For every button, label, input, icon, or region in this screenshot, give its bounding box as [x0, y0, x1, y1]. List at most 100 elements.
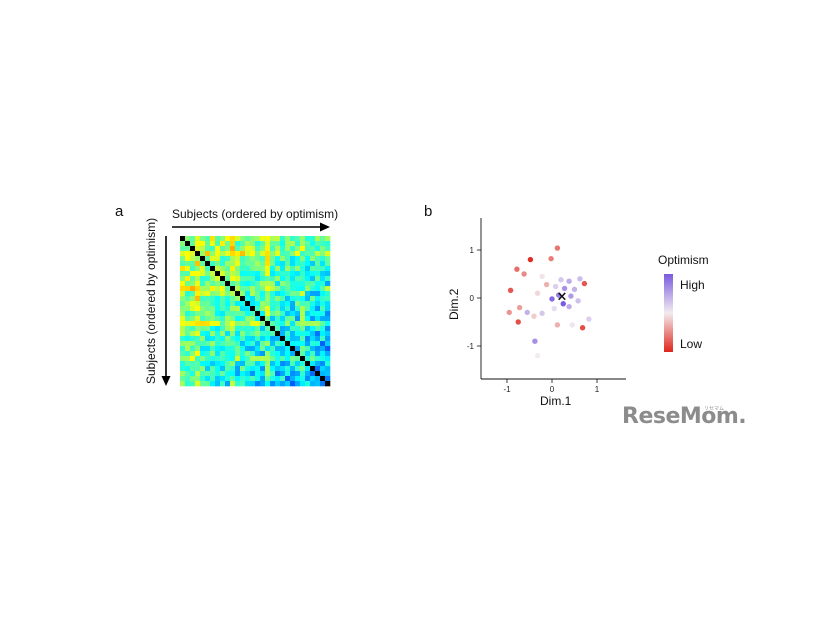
heatmap-cell — [260, 291, 266, 297]
heatmap-cell — [185, 251, 191, 257]
heatmap-cell — [295, 356, 301, 362]
heatmap-cell — [195, 316, 201, 322]
heatmap-cell — [280, 271, 286, 277]
heatmap-cell — [240, 326, 246, 332]
heatmap-cell — [260, 251, 266, 257]
heatmap-cell — [280, 291, 286, 297]
heatmap-cell — [295, 281, 301, 287]
heatmap-cell — [310, 301, 316, 307]
heatmap-cell — [195, 346, 201, 352]
scatter-point — [566, 278, 572, 284]
heatmap-cell — [220, 311, 226, 317]
scatter-point — [561, 285, 568, 292]
heatmap-cell — [325, 336, 331, 342]
heatmap-cell — [240, 306, 246, 312]
heatmap-cell — [300, 321, 306, 327]
heatmap-cell — [225, 236, 231, 242]
heatmap-cell — [250, 311, 256, 317]
heatmap-cell — [220, 356, 226, 362]
heatmap-cell — [270, 241, 276, 247]
heatmap-cell — [315, 366, 321, 372]
heatmap-cell — [260, 256, 266, 262]
heatmap-cell — [255, 341, 261, 347]
heatmap-cell — [180, 376, 186, 382]
heatmap-cell — [255, 301, 261, 307]
heatmap-cell — [200, 336, 206, 342]
heatmap-cell — [260, 366, 266, 372]
heatmap-cell — [185, 336, 191, 342]
heatmap-cell — [250, 246, 256, 252]
heatmap-cell — [185, 296, 191, 302]
heatmap-cell — [225, 331, 231, 337]
heatmap-cell — [250, 271, 256, 277]
heatmap-cell — [220, 326, 226, 332]
heatmap-cell — [240, 331, 246, 337]
heatmap-cell — [320, 241, 326, 247]
heatmap-cell — [290, 241, 296, 247]
heatmap-cell — [200, 316, 206, 322]
heatmap-diagonal-cell — [320, 376, 326, 382]
heatmap-cell — [255, 281, 261, 287]
heatmap-cell — [205, 271, 211, 277]
heatmap-cell — [210, 336, 216, 342]
heatmap-cell — [290, 311, 296, 317]
heatmap-cell — [190, 276, 196, 282]
heatmap-cell — [305, 381, 311, 387]
heatmap-cell — [230, 281, 236, 287]
heatmap-cell — [300, 326, 306, 332]
heatmap-cell — [265, 271, 271, 277]
heatmap-cell — [220, 246, 226, 252]
heatmap-cell — [325, 351, 331, 357]
heatmap-cell — [270, 321, 276, 327]
similarity-heatmap — [180, 236, 331, 387]
heatmap-cell — [190, 301, 196, 307]
heatmap-cell — [220, 331, 226, 337]
heatmap-cell — [225, 376, 231, 382]
heatmap-cell — [180, 286, 186, 292]
scatter-point — [552, 283, 559, 290]
heatmap-cell — [185, 306, 191, 312]
heatmap-cell — [325, 246, 331, 252]
heatmap-cell — [315, 351, 321, 357]
heatmap-cell — [265, 251, 271, 257]
scatter-point — [532, 338, 538, 344]
heatmap-cell — [280, 361, 286, 367]
heatmap-cell — [215, 296, 221, 302]
heatmap-cell — [315, 236, 321, 242]
heatmap-cell — [320, 261, 326, 267]
heatmap-cell — [280, 341, 286, 347]
scatter-point — [568, 293, 574, 299]
heatmap-cell — [180, 301, 186, 307]
scatter-point — [548, 255, 554, 262]
heatmap-cell — [230, 241, 236, 247]
heatmap-cell — [225, 266, 231, 272]
heatmap-cell — [210, 296, 216, 302]
heatmap-cell — [310, 256, 316, 262]
heatmap-cell — [215, 251, 221, 257]
heatmap-cell — [280, 236, 286, 242]
heatmap-cell — [235, 251, 241, 257]
heatmap-cell — [235, 321, 241, 327]
heatmap-cell — [230, 341, 236, 347]
heatmap-cell — [325, 371, 331, 377]
heatmap-cell — [320, 301, 326, 307]
heatmap-cell — [305, 276, 311, 282]
heatmap-cell — [210, 351, 216, 357]
x-ticks: -1 0 1 — [503, 379, 600, 394]
heatmap-cell — [245, 341, 251, 347]
heatmap-cell — [240, 311, 246, 317]
heatmap-cell — [180, 271, 186, 277]
heatmap-cell — [260, 331, 266, 337]
heatmap-cell — [270, 356, 276, 362]
heatmap-cell — [305, 356, 311, 362]
heatmap-cell — [235, 311, 241, 317]
heatmap-cell — [265, 266, 271, 272]
heatmap-cell — [265, 336, 271, 342]
heatmap-cell — [205, 381, 211, 387]
heatmap-diagonal-cell — [190, 246, 196, 252]
heatmap-cell — [200, 246, 206, 252]
heatmap-cell — [310, 361, 316, 367]
heatmap-cell — [310, 271, 316, 277]
heatmap-diagonal-cell — [280, 336, 286, 342]
heatmap-cell — [190, 331, 196, 337]
